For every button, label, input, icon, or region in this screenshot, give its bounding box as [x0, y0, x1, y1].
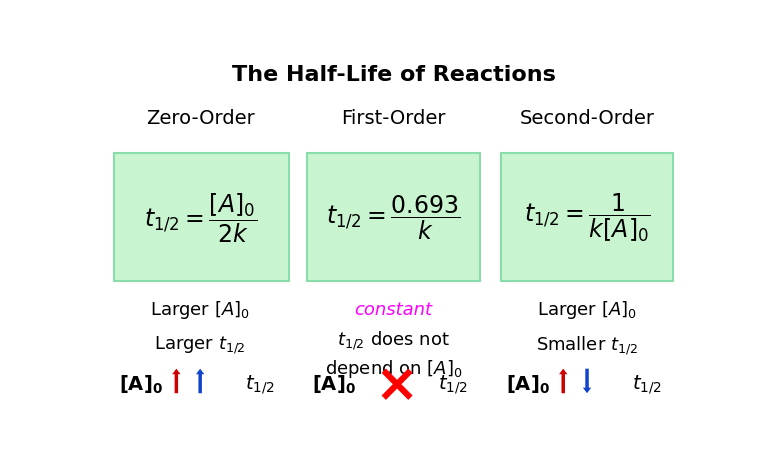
- FancyBboxPatch shape: [501, 154, 674, 281]
- Text: $\mathbf{\times}$: $\mathbf{\times}$: [374, 358, 413, 410]
- Text: $t_{1/2} = \dfrac{0.693}{k}$: $t_{1/2} = \dfrac{0.693}{k}$: [326, 194, 461, 242]
- Text: $\boldsymbol{t_{1/2}}$: $\boldsymbol{t_{1/2}}$: [439, 372, 468, 395]
- Text: First-Order: First-Order: [341, 109, 446, 128]
- Text: Second-Order: Second-Order: [519, 109, 654, 128]
- Text: $\mathbf{[A]_0}$: $\mathbf{[A]_0}$: [312, 373, 356, 395]
- Text: $\boldsymbol{t_{1/2}}$: $\boldsymbol{t_{1/2}}$: [245, 372, 274, 395]
- Text: $\boldsymbol{t_{1/2}}$: $\boldsymbol{t_{1/2}}$: [632, 372, 661, 395]
- Text: $t_{1/2}$ does not
depend on $[A]_0$: $t_{1/2}$ does not depend on $[A]_0$: [325, 328, 462, 379]
- Text: $t_{1/2} = \dfrac{[A]_0}{2k}$: $t_{1/2} = \dfrac{[A]_0}{2k}$: [144, 191, 257, 244]
- FancyBboxPatch shape: [114, 154, 290, 281]
- Text: $\mathbf{[A]_0}$: $\mathbf{[A]_0}$: [505, 373, 549, 395]
- Text: The Half-Life of Reactions: The Half-Life of Reactions: [232, 65, 555, 84]
- Text: $\mathbf{[A]_0}$: $\mathbf{[A]_0}$: [119, 373, 163, 395]
- Text: constant: constant: [355, 301, 432, 319]
- FancyBboxPatch shape: [307, 154, 480, 281]
- Text: Zero-Order: Zero-Order: [146, 109, 254, 128]
- Text: Larger $[A]_0$: Larger $[A]_0$: [537, 298, 637, 320]
- Text: Larger $[A]_0$: Larger $[A]_0$: [151, 298, 250, 320]
- Text: Larger $t_{1/2}$: Larger $t_{1/2}$: [154, 334, 246, 356]
- Text: $t_{1/2} = \dfrac{1}{k[A]_0}$: $t_{1/2} = \dfrac{1}{k[A]_0}$: [524, 191, 650, 244]
- Text: Smaller $t_{1/2}$: Smaller $t_{1/2}$: [536, 334, 638, 356]
